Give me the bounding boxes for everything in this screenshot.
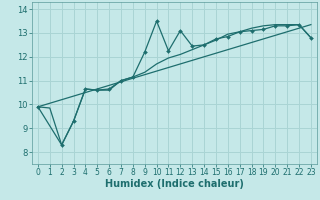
- X-axis label: Humidex (Indice chaleur): Humidex (Indice chaleur): [105, 179, 244, 189]
